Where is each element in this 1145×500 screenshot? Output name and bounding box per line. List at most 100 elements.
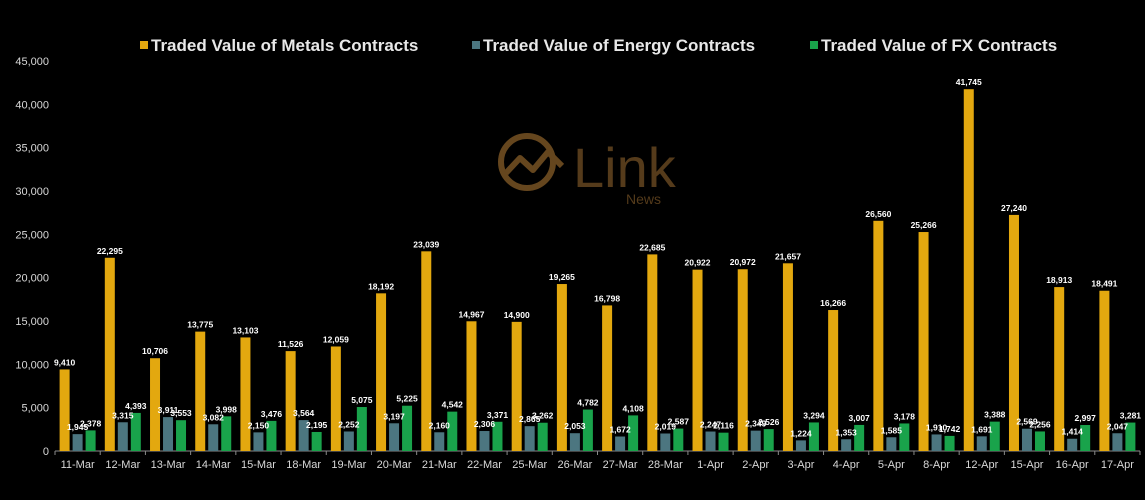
- x-tick-label: 11-Mar: [61, 459, 95, 471]
- x-tick-label: 20-Mar: [377, 459, 412, 471]
- legend-label-1: Traded Value of Energy Contracts: [483, 36, 755, 55]
- bar-1: [886, 437, 897, 451]
- bar-value-label: 1,910: [926, 422, 948, 432]
- bar-value-label: 4,108: [622, 403, 644, 413]
- bar-value-label: 5,075: [351, 395, 373, 405]
- bar-1: [931, 434, 942, 451]
- bar-1: [660, 433, 671, 451]
- bar-2: [582, 409, 593, 451]
- bar-0: [602, 305, 613, 451]
- bar-value-label: 25,266: [911, 220, 937, 230]
- bar-value-label: 1,353: [836, 427, 858, 437]
- bar-value-label: 1,742: [939, 424, 961, 434]
- bar-0: [150, 358, 161, 451]
- y-axis: 0 5,000 10,000 15,000 20,000 25,000 30,000 35,0…: [15, 56, 49, 458]
- x-tick-label: 4-Apr: [833, 459, 860, 471]
- bar-value-label: 3,388: [984, 410, 1006, 420]
- bar-0: [195, 331, 206, 451]
- bar-value-label: 4,393: [125, 401, 147, 411]
- bar-value-label: 3,082: [203, 412, 225, 422]
- bar-0: [647, 254, 658, 451]
- legend: Traded Value of Metals Contracts Traded V…: [140, 36, 1057, 55]
- bar-value-label: 18,192: [368, 281, 394, 291]
- x-tick-label: 15-Mar: [241, 459, 276, 471]
- bar-2: [718, 432, 729, 451]
- bar-1: [795, 440, 806, 451]
- bar-value-label: 12,059: [323, 334, 349, 344]
- bar-value-label: 3,281: [1120, 411, 1142, 421]
- bar-value-label: 9,410: [54, 357, 76, 367]
- bar-1: [208, 424, 219, 451]
- bar-value-label: 3,178: [894, 411, 916, 421]
- x-tick-label: 2-Apr: [742, 459, 769, 471]
- bar-1: [615, 436, 626, 451]
- bar-value-label: 2,116: [713, 421, 734, 431]
- bar-1: [1067, 438, 1078, 451]
- x-tick-label: 16-Apr: [1056, 459, 1089, 471]
- bar-0: [963, 89, 974, 452]
- bar-0: [1008, 214, 1019, 451]
- bar-2: [1034, 431, 1045, 451]
- bar-value-label: 4,542: [442, 400, 464, 410]
- bar-1: [253, 432, 264, 451]
- bar-value-label: 14,967: [458, 309, 484, 319]
- x-tick-label: 15-Apr: [1010, 459, 1043, 471]
- bar-0: [692, 269, 703, 451]
- x-tick-label: 1-Apr: [697, 459, 724, 471]
- bars: [59, 89, 1136, 452]
- bar-2: [1080, 425, 1091, 451]
- x-tick-label: 14-Mar: [196, 459, 231, 471]
- bar-0: [421, 251, 432, 451]
- bar-value-label: 13,103: [232, 325, 258, 335]
- bar-value-label: 3,371: [487, 410, 509, 420]
- bar-value-label: 10,706: [142, 346, 168, 356]
- x-tick-label: 3-Apr: [787, 459, 814, 471]
- bar-1: [389, 423, 400, 451]
- bar-0: [782, 263, 793, 451]
- bar-value-label: 2,019: [655, 422, 677, 432]
- bar-value-label: 2,053: [564, 421, 586, 431]
- bar-1: [117, 422, 128, 451]
- bar-2: [673, 428, 684, 451]
- bar-2: [356, 407, 367, 451]
- bar-2: [763, 429, 774, 451]
- bar-0: [556, 284, 567, 451]
- bar-value-label: 1,414: [1062, 427, 1084, 437]
- bar-value-label: 19,265: [549, 272, 575, 282]
- y-tick-label: 40,000: [15, 99, 49, 111]
- bar-2: [1125, 422, 1136, 451]
- bar-value-label: 11,526: [278, 339, 304, 349]
- bar-2: [628, 415, 639, 451]
- bar-value-label: 13,775: [187, 320, 213, 330]
- bar-1: [163, 417, 174, 451]
- x-tick-label: 13-Mar: [151, 459, 186, 471]
- bar-value-label: 20,922: [685, 258, 711, 268]
- bar-2: [537, 422, 548, 451]
- bar-value-label: 3,294: [803, 410, 825, 420]
- bar-0: [59, 369, 70, 451]
- legend-swatch-1: [472, 41, 480, 49]
- x-tick-label: 12-Apr: [965, 459, 998, 471]
- bar-value-label: 2,150: [248, 420, 270, 430]
- logo-text: Link: [573, 136, 677, 199]
- bar-2: [176, 420, 187, 451]
- bar-0: [330, 346, 341, 451]
- bar-value-label: 2,306: [474, 419, 496, 429]
- bar-value-label: 4,782: [577, 398, 599, 408]
- bar-value-label: 3,476: [261, 409, 283, 419]
- x-tick-label: 19-Mar: [331, 459, 366, 471]
- bar-1: [524, 426, 535, 451]
- bar-value-label: 2,587: [668, 417, 690, 427]
- logo-subtext: News: [626, 191, 661, 207]
- bar-1: [434, 432, 445, 451]
- bar-value-label: 22,295: [97, 246, 123, 256]
- legend-label-2: Traded Value of FX Contracts: [821, 36, 1057, 55]
- bar-1: [1112, 433, 1123, 451]
- y-tick-label: 30,000: [15, 186, 49, 198]
- bar-value-label: 2,378: [80, 418, 102, 428]
- bar-1: [343, 431, 354, 451]
- y-tick-label: 15,000: [15, 316, 49, 328]
- legend-swatch-0: [140, 41, 148, 49]
